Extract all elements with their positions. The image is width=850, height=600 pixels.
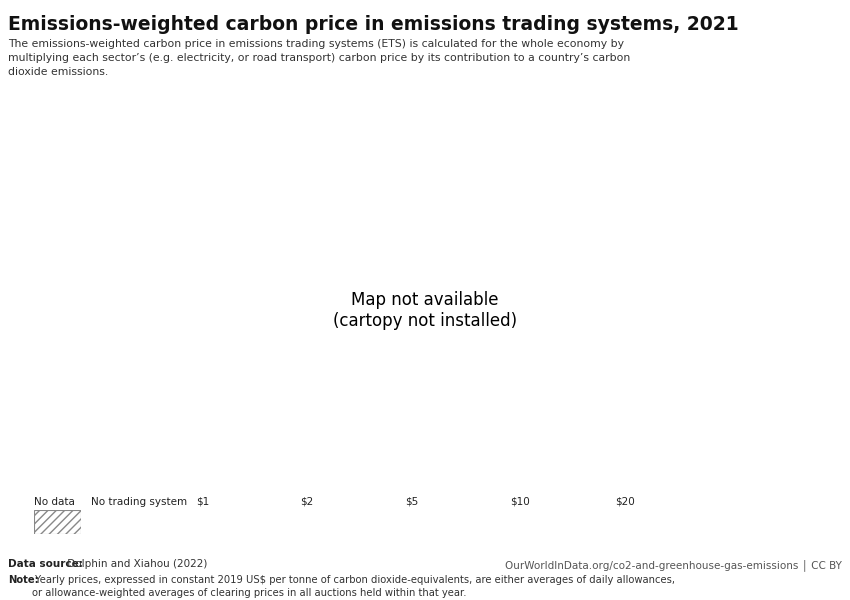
Text: No trading system: No trading system (91, 497, 187, 507)
Text: No data: No data (34, 497, 75, 507)
Text: OurWorldInData.org/co2-and-greenhouse-gas-emissions │ CC BY: OurWorldInData.org/co2-and-greenhouse-ga… (505, 559, 842, 571)
Text: $2: $2 (301, 497, 314, 507)
Text: Our World
in Data: Our World in Data (719, 22, 790, 52)
Text: $5: $5 (405, 497, 418, 507)
Text: Yearly prices, expressed in constant 2019 US$ per tonne of carbon dioxide-equiva: Yearly prices, expressed in constant 201… (32, 575, 675, 598)
Text: Data source:: Data source: (8, 559, 83, 569)
Text: Map not available
(cartopy not installed): Map not available (cartopy not installed… (333, 291, 517, 330)
Text: $1: $1 (196, 497, 209, 507)
Text: Note:: Note: (8, 575, 39, 585)
Text: $10: $10 (510, 497, 530, 507)
Text: Emissions-weighted carbon price in emissions trading systems, 2021: Emissions-weighted carbon price in emiss… (8, 15, 740, 34)
Text: $20: $20 (615, 497, 635, 507)
Text: The emissions-weighted carbon price in emissions trading systems (ETS) is calcul: The emissions-weighted carbon price in e… (8, 39, 631, 77)
Text: Dolphin and Xiahou (2022): Dolphin and Xiahou (2022) (64, 559, 207, 569)
